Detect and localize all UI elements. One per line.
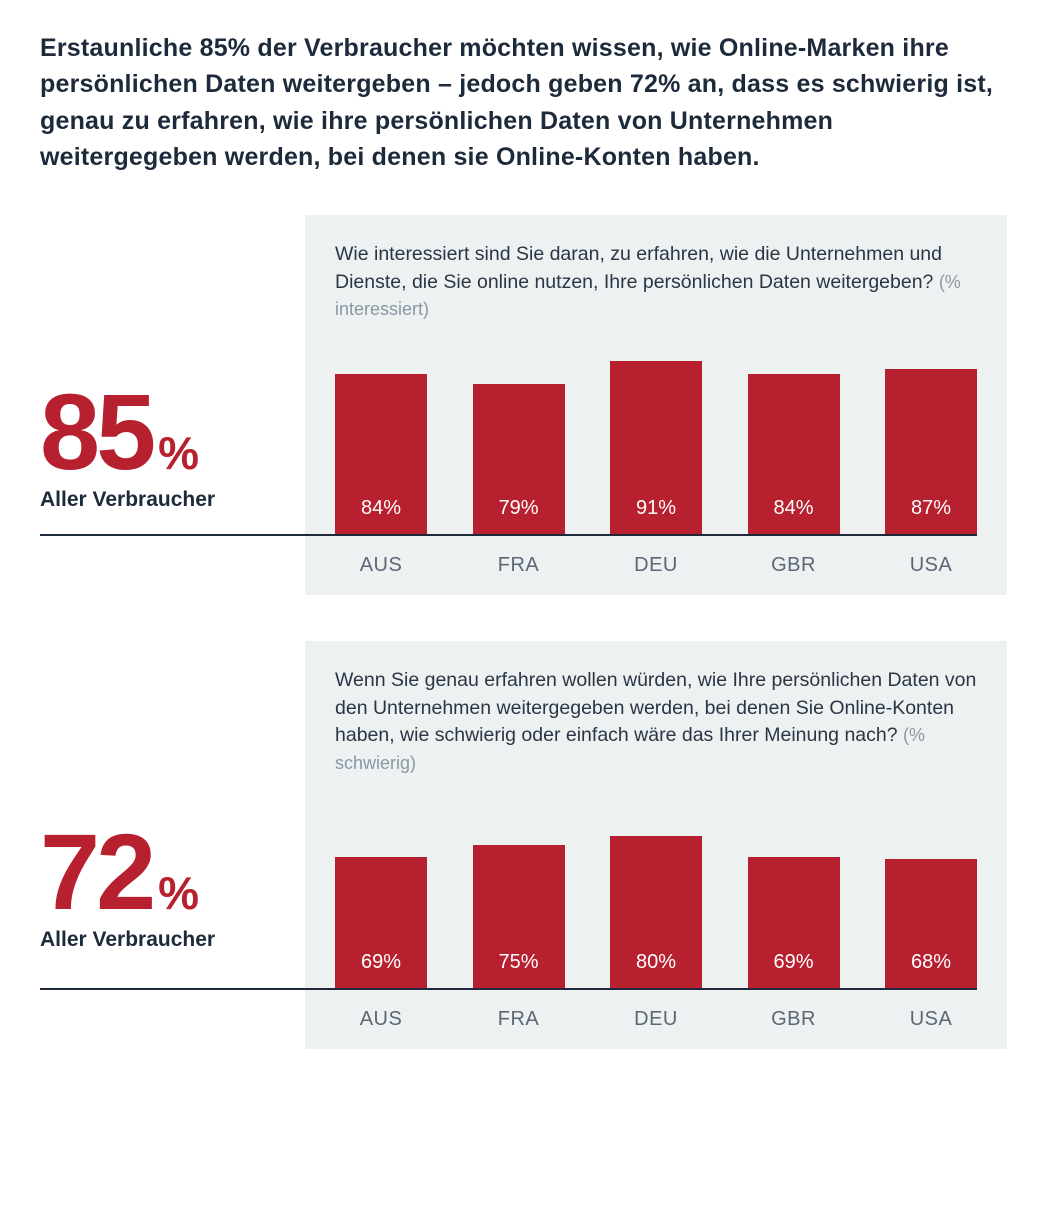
- bar-value-label: 69%: [773, 951, 813, 988]
- bar-wrap: 79%: [473, 384, 565, 534]
- bar-wrap: 84%: [335, 374, 427, 534]
- chart-bar: 69%: [748, 857, 840, 988]
- stat-section: 85%Aller VerbraucherWie interessiert sin…: [40, 215, 1007, 595]
- bar-wrap: 69%: [748, 857, 840, 988]
- chart-bar: 68%: [885, 859, 977, 988]
- bars-row: 84% 79% 91% 84% 87%: [40, 346, 977, 536]
- chart-bar: 91%: [610, 361, 702, 534]
- bar-value-label: 69%: [361, 951, 401, 988]
- chart-bar: 80%: [610, 836, 702, 988]
- bar-value-label: 91%: [636, 497, 676, 534]
- bar-value-label: 84%: [773, 497, 813, 534]
- category-label: AUS: [335, 1008, 427, 1031]
- category-label: AUS: [335, 554, 427, 577]
- chart-bar: 69%: [335, 857, 427, 988]
- bar-wrap: 68%: [885, 859, 977, 988]
- chart-question: Wie interessiert sind Sie daran, zu erfa…: [335, 241, 977, 324]
- bar-wrap: 75%: [473, 845, 565, 988]
- bar-wrap: 69%: [335, 857, 427, 988]
- bar-value-label: 68%: [911, 951, 951, 988]
- category-label: USA: [885, 554, 977, 577]
- category-labels-row: AUS FRA DEU GBR USA: [335, 1008, 977, 1031]
- chart-panel: Wenn Sie genau erfahren wollen würden, w…: [305, 641, 1007, 1049]
- bar-value-label: 75%: [498, 951, 538, 988]
- bar-value-label: 80%: [636, 951, 676, 988]
- bar-wrap: 87%: [885, 369, 977, 534]
- bar-value-label: 84%: [361, 497, 401, 534]
- chart-bar: 75%: [473, 845, 565, 988]
- category-label: FRA: [473, 1008, 565, 1031]
- category-label: USA: [885, 1008, 977, 1031]
- headline-text: Erstaunliche 85% der Verbraucher möchten…: [40, 30, 1007, 175]
- bar-wrap: 91%: [610, 361, 702, 534]
- bar-wrap: 80%: [610, 836, 702, 988]
- chart-panel: Wie interessiert sind Sie daran, zu erfa…: [305, 215, 1007, 595]
- bar-value-label: 87%: [911, 497, 951, 534]
- bar-wrap: 84%: [748, 374, 840, 534]
- category-label: FRA: [473, 554, 565, 577]
- bars-row: 69% 75% 80% 69% 68%: [40, 800, 977, 990]
- category-label: DEU: [610, 554, 702, 577]
- chart-question-text: Wie interessiert sind Sie daran, zu erfa…: [335, 243, 942, 293]
- category-label: DEU: [610, 1008, 702, 1031]
- chart-bar: 84%: [335, 374, 427, 534]
- category-label: GBR: [748, 1008, 840, 1031]
- stat-section: 72%Aller VerbraucherWenn Sie genau erfah…: [40, 641, 1007, 1049]
- bar-value-label: 79%: [498, 497, 538, 534]
- chart-question-text: Wenn Sie genau erfahren wollen würden, w…: [335, 669, 976, 746]
- chart-bar: 87%: [885, 369, 977, 534]
- infographic-container: Erstaunliche 85% der Verbraucher möchten…: [0, 0, 1047, 1135]
- category-labels-row: AUS FRA DEU GBR USA: [335, 554, 977, 577]
- chart-question: Wenn Sie genau erfahren wollen würden, w…: [335, 667, 977, 778]
- chart-bar: 79%: [473, 384, 565, 534]
- category-label: GBR: [748, 554, 840, 577]
- chart-bar: 84%: [748, 374, 840, 534]
